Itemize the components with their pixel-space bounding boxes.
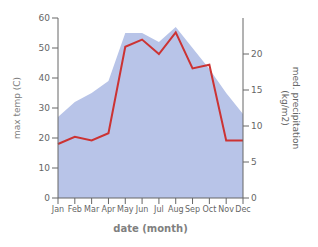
svg-text:0: 0 xyxy=(44,193,50,203)
svg-text:Feb: Feb xyxy=(68,205,82,214)
svg-text:Oct: Oct xyxy=(202,205,216,214)
svg-text:10: 10 xyxy=(251,121,263,131)
svg-text:20: 20 xyxy=(39,133,51,143)
svg-text:Mar: Mar xyxy=(84,205,100,214)
svg-text:Jul: Jul xyxy=(153,205,164,214)
svg-text:date (month): date (month) xyxy=(113,223,187,234)
svg-text:May: May xyxy=(117,205,134,214)
svg-text:0: 0 xyxy=(251,193,257,203)
svg-text:40: 40 xyxy=(39,73,51,83)
svg-text:med. precipitation(kg/m2): med. precipitation(kg/m2) xyxy=(280,67,301,149)
svg-text:Dec: Dec xyxy=(235,205,250,214)
svg-text:30: 30 xyxy=(39,103,51,113)
svg-text:Aug: Aug xyxy=(168,205,184,214)
svg-text:max temp (C): max temp (C) xyxy=(12,77,22,139)
svg-text:Jan: Jan xyxy=(51,205,64,214)
svg-text:15: 15 xyxy=(251,85,262,95)
svg-text:50: 50 xyxy=(39,43,51,53)
svg-text:5: 5 xyxy=(251,157,257,167)
svg-text:20: 20 xyxy=(251,49,263,59)
svg-text:Nov: Nov xyxy=(218,205,234,214)
svg-text:Jun: Jun xyxy=(135,205,149,214)
svg-text:Apr: Apr xyxy=(102,205,117,214)
svg-text:Sep: Sep xyxy=(185,205,200,214)
svg-text:10: 10 xyxy=(39,163,51,173)
svg-text:60: 60 xyxy=(39,13,51,23)
